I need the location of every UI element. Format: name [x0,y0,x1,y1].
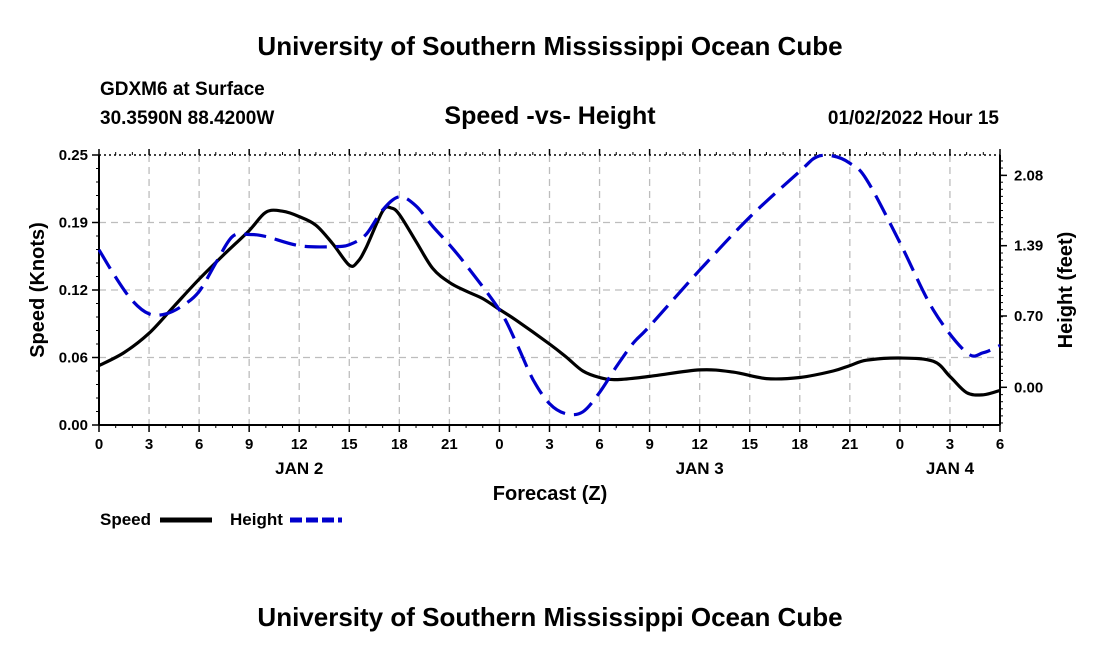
x-tick-label: 3 [545,436,553,453]
x-tick-label: 18 [391,436,408,453]
x-axis-label: Forecast (Z) [493,483,607,505]
x-tick-label: 9 [645,436,653,453]
y2-axis-label: Height (feet) [1055,232,1077,349]
plot-title: Speed -vs- Height [444,102,656,130]
page-title: University of Southern Mississippi Ocean… [257,31,842,61]
x-tick-label: 18 [791,436,808,453]
series-line-height [97,153,1001,417]
day-label: JAN 3 [676,459,724,478]
x-tick-label: 12 [291,436,308,453]
y-axis-label: Speed (Knots) [27,222,49,358]
x-tick-label: 21 [841,436,858,453]
coordinates-label: 30.3590N 88.4200W [100,108,274,129]
y2-tick-label: 1.39 [1014,238,1043,255]
x-tick-label: 12 [691,436,708,453]
x-tick-label: 6 [595,436,603,453]
x-tick-label: 0 [95,436,103,453]
x-tick-label: 6 [195,436,203,453]
y-tick-label: 0.12 [59,282,88,299]
x-tick-label: 3 [145,436,153,453]
y-tick-label: 0.06 [59,350,88,367]
x-tick-label: 6 [996,436,1004,453]
x-tick-label: 3 [946,436,954,453]
y-tick-label: 0.00 [59,417,88,434]
y2-tick-label: 0.70 [1014,308,1043,325]
legend-label-speed: Speed [100,510,151,529]
x-tick-label: 15 [741,436,758,453]
legend: Speed Height [100,510,342,529]
y2-tick-label: 0.00 [1014,379,1043,396]
x-tick-label: 0 [495,436,503,453]
y-tick-label: 0.19 [59,215,88,232]
plot-area: 0 3 6 9 12 15 18 21 0 3 6 9 12 15 18 21 0 3 6 0.00 0.06 0.12 0… [59,147,1043,478]
station-label: GDXM6 at Surface [100,79,265,100]
day-label: JAN 4 [926,459,975,478]
timestamp-label: 01/02/2022 Hour 15 [828,108,1000,129]
x-tick-label: 0 [896,436,904,453]
day-label: JAN 2 [275,459,323,478]
x-tick-label: 21 [441,436,458,453]
series-line-speed [98,205,1001,397]
y-tick-label: 0.25 [59,147,88,164]
footer-title: University of Southern Mississippi Ocean… [257,602,842,632]
x-tick-label: 15 [341,436,358,453]
x-tick-label: 9 [245,436,253,453]
y2-tick-label: 2.08 [1014,167,1043,184]
legend-label-height: Height [230,510,283,529]
